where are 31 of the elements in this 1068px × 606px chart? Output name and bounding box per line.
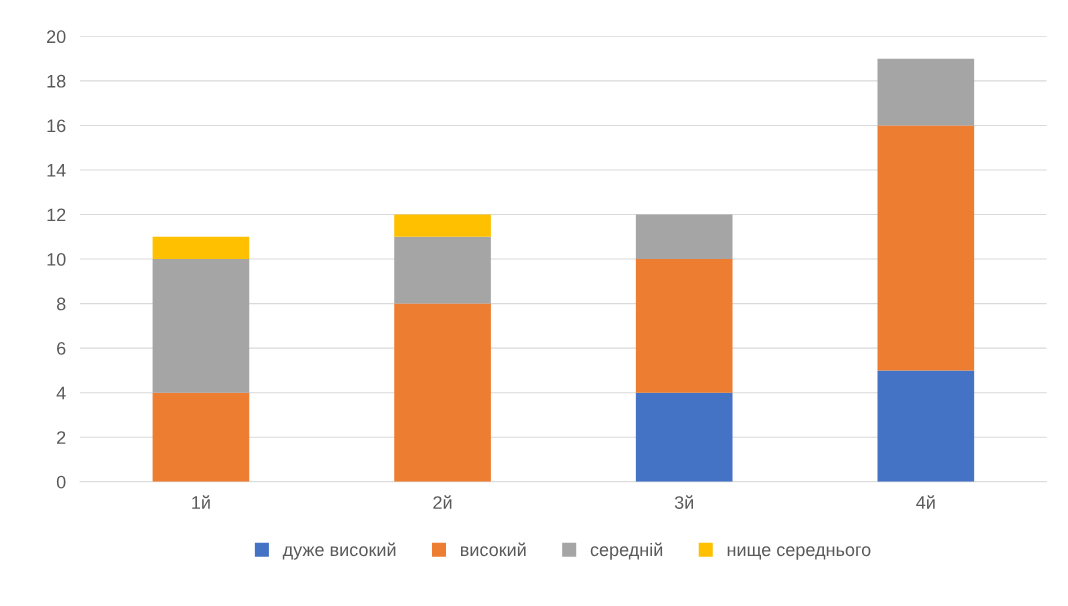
y-tick-label: 8 bbox=[56, 297, 66, 311]
y-tick-label: 14 bbox=[47, 164, 66, 177]
x-tick-label: 1й bbox=[192, 495, 210, 509]
legend-label: нище середнього bbox=[727, 546, 871, 560]
bar bbox=[635, 259, 733, 393]
legend-label: дуже високий bbox=[282, 542, 396, 560]
bar bbox=[152, 236, 250, 260]
y-tick-label: 2 bbox=[57, 431, 66, 444]
bar bbox=[877, 125, 975, 371]
bar bbox=[635, 214, 733, 260]
x-tick-label: 2й bbox=[433, 495, 452, 509]
bar bbox=[152, 259, 250, 393]
legend-label: середній bbox=[590, 542, 663, 560]
bar bbox=[877, 370, 975, 482]
y-tick-label: 10 bbox=[47, 253, 66, 266]
legend-label: високий bbox=[461, 542, 526, 557]
y-tick-label: 6 bbox=[57, 342, 66, 355]
bar bbox=[152, 392, 250, 482]
bar bbox=[394, 236, 491, 304]
x-tick-label: 3й bbox=[674, 495, 693, 509]
x-tick-label: 4й bbox=[916, 495, 935, 509]
bar bbox=[877, 58, 975, 126]
y-tick-label: 18 bbox=[47, 74, 66, 88]
y-tick-label: 20 bbox=[47, 30, 66, 44]
y-tick-label: 12 bbox=[47, 208, 66, 222]
y-tick-label: 16 bbox=[47, 119, 66, 133]
y-tick-label: 4 bbox=[56, 386, 66, 400]
y-tick-label: 0 bbox=[56, 475, 66, 489]
bar bbox=[635, 392, 733, 482]
bar bbox=[394, 214, 491, 237]
bar bbox=[394, 303, 491, 482]
